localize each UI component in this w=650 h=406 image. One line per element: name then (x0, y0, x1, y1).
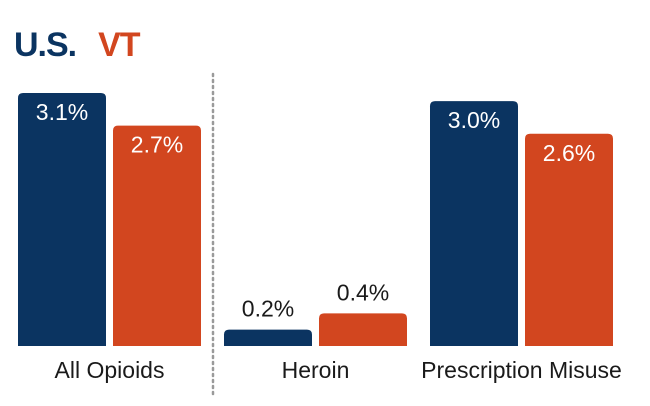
data-label-u-s-prescription-misuse: 3.0% (448, 107, 500, 133)
bar-vt-heroin (319, 313, 407, 346)
category-label-heroin: Heroin (282, 357, 350, 383)
bar-vt-all-opioids (113, 125, 201, 346)
category-label-all-opioids: All Opioids (55, 357, 165, 383)
bar-u-s-prescription-misuse (430, 101, 518, 347)
data-label-vt-all-opioids: 2.7% (131, 132, 183, 158)
data-label-vt-heroin: 0.4% (337, 279, 389, 305)
legend: U.S. VT (14, 26, 162, 65)
data-label-u-s-all-opioids: 3.1% (36, 99, 88, 125)
legend-vt: VT (98, 26, 140, 64)
bar-u-s-heroin (224, 329, 312, 346)
bar-u-s-all-opioids (18, 93, 106, 346)
data-label-vt-prescription-misuse: 2.6% (543, 140, 595, 166)
category-label-prescription-misuse: Prescription Misuse (421, 357, 622, 383)
legend-us: U.S. (14, 26, 77, 64)
bar-vt-prescription-misuse (525, 133, 613, 346)
data-label-u-s-heroin: 0.2% (242, 296, 294, 322)
